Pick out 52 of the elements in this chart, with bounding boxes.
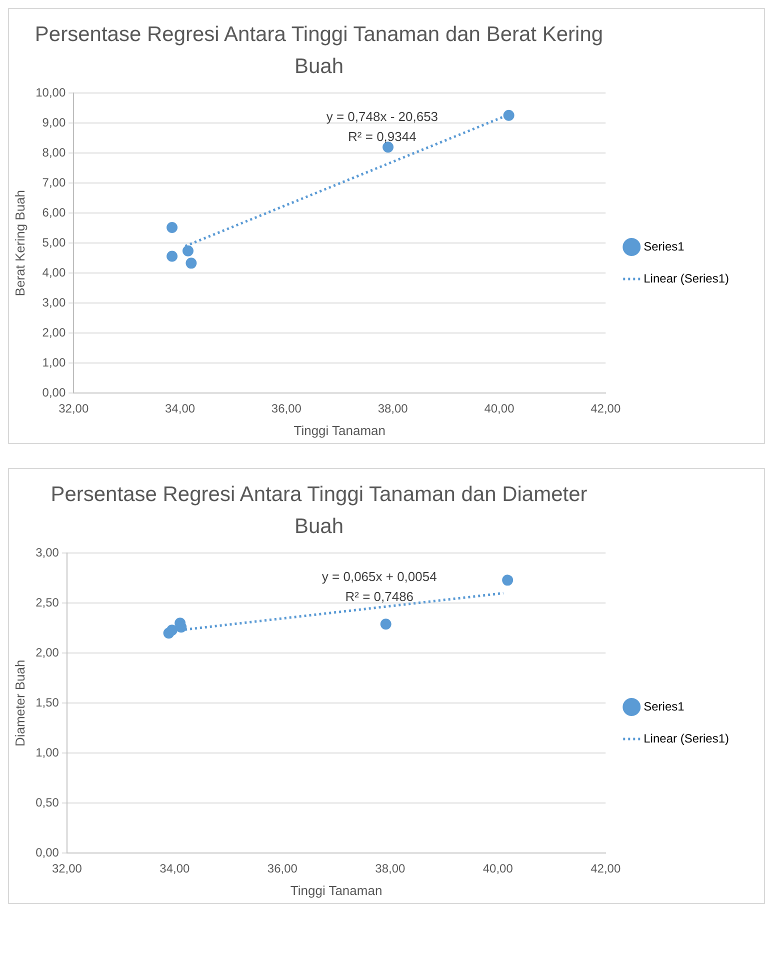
y-tick-label: 0,00 <box>42 385 66 400</box>
x-tick-label: 40,00 <box>482 862 514 876</box>
point <box>380 618 392 630</box>
legend-label: Linear (Series1) <box>644 271 730 286</box>
y-axis-title: Berat Kering Buah <box>12 190 28 296</box>
y-tick-label: 2,00 <box>42 325 66 340</box>
x-axis-title: Tinggi Tanaman <box>294 422 386 438</box>
y-tick-label: 3,00 <box>42 295 66 310</box>
point <box>166 222 178 234</box>
y-tick-label: 1,50 <box>36 695 60 710</box>
x-tick-label: 38,00 <box>378 402 408 416</box>
x-tick-label: 42,00 <box>590 862 621 876</box>
legend-label: Series1 <box>644 239 685 254</box>
y-tick-label: 2,00 <box>36 645 60 660</box>
y-tick-label: 5,00 <box>42 235 66 250</box>
y-axis-title: Diameter Buah <box>12 660 28 746</box>
annotation: y = 0,065x + 0,0054 <box>322 568 437 584</box>
annotation: R² = 0,7486 <box>345 588 414 604</box>
y-tick-label: 7,00 <box>42 175 66 190</box>
y-tick-label: 2,50 <box>36 595 60 610</box>
y-tick-label: 6,00 <box>42 205 66 220</box>
x-tick-label: 38,00 <box>375 862 406 876</box>
chart-title: Persentase Regresi Antara Tinggi Tanaman dan Berat Kering Buah <box>34 22 604 80</box>
y-tick-label: 8,00 <box>42 145 66 160</box>
y-tick-label: 0,00 <box>36 845 60 860</box>
point <box>503 110 514 121</box>
y-tick-label: 1,00 <box>36 745 60 760</box>
x-tick-label: 32,00 <box>58 402 89 416</box>
y-tick-label: 4,00 <box>42 265 66 280</box>
annotation: R² = 0,9344 <box>348 128 416 144</box>
x-tick-label: 42,00 <box>590 402 621 416</box>
chart-title: Persentase Regresi Antara Tinggi Tanaman dan Diameter Buah <box>50 482 588 540</box>
point <box>186 258 197 269</box>
y-tick-label: 1,00 <box>42 355 66 370</box>
point <box>166 250 178 262</box>
y-tick-label: 10,00 <box>36 86 66 100</box>
x-tick-label: 32,00 <box>52 862 82 876</box>
point <box>166 624 178 636</box>
x-axis-title: Tinggi Tanaman <box>290 882 382 898</box>
annotation: y = 0,748x - 20,653 <box>326 108 438 124</box>
x-tick-label: 36,00 <box>271 402 302 416</box>
y-tick-label: 9,00 <box>42 115 66 130</box>
legend-label: Series1 <box>644 699 685 714</box>
x-tick-label: 34,00 <box>165 402 196 416</box>
x-tick-label: 36,00 <box>267 862 298 876</box>
y-tick-label: 3,00 <box>36 546 60 560</box>
legend-label: Linear (Series1) <box>644 731 730 746</box>
y-tick-label: 0,50 <box>36 795 60 810</box>
point <box>182 245 194 256</box>
x-tick-label: 34,00 <box>160 862 190 876</box>
point <box>502 574 514 586</box>
x-tick-label: 40,00 <box>484 402 515 416</box>
